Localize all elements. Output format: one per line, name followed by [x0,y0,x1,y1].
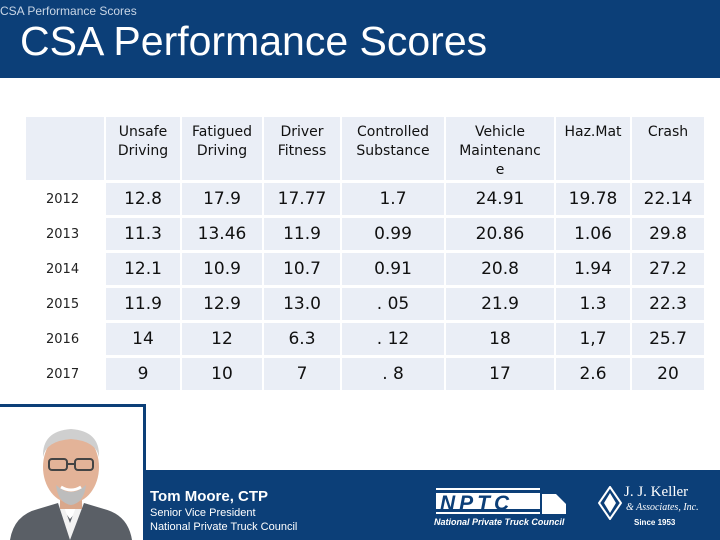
column-header-controlled-substance: Controlled Substance [342,117,444,180]
header-bar: CSA Performance Scores CSA Performance S… [0,0,720,78]
keller-emblem-icon [598,486,622,520]
table-cell: 17 [446,358,554,390]
table-cell: 1,7 [556,323,630,355]
column-header-hazmat: Haz.Mat [556,117,630,180]
nptc-truck-icon [436,488,566,514]
table-cell: 9 [106,358,180,390]
table-cell: 1.7 [342,183,444,215]
nptc-logo-subtitle: National Private Truck Council [434,517,565,527]
footer-bar [146,470,720,540]
row-year: 2014 [26,253,104,285]
keller-logo-since: Since 1953 [634,518,676,527]
table-cell: 10.9 [182,253,262,285]
table-cell: 17.77 [264,183,340,215]
table-cell: 11.3 [106,218,180,250]
table-cell: 2.6 [556,358,630,390]
table-cell: 11.9 [106,288,180,320]
row-year: 2015 [26,288,104,320]
presenter-name: Tom Moore, CTP [150,488,269,505]
table-row: 2017 9 10 7 . 8 17 2.6 20 [26,358,704,390]
table-cell: 13.46 [182,218,262,250]
table-cell: 14 [106,323,180,355]
column-header-unsafe-driving: Unsafe Driving [106,117,180,180]
table-cell: 1.3 [556,288,630,320]
table-header-row: Unsafe Driving Fatigued Driving Driver Fitn… [26,117,704,180]
table-cell: 12.1 [106,253,180,285]
table-cell: 12.9 [182,288,262,320]
table-cell: 27.2 [632,253,704,285]
row-year: 2017 [26,358,104,390]
page-title: CSA Performance Scores [20,18,488,64]
table-cell: 20 [632,358,704,390]
table-cell: . 12 [342,323,444,355]
presenter-organization: National Private Truck Council [150,521,298,533]
table-cell: 0.99 [342,218,444,250]
table-cell: 19.78 [556,183,630,215]
table-cell: 11.9 [264,218,340,250]
table-cell: 12.8 [106,183,180,215]
table-row: 2012 12.8 17.9 17.77 1.7 24.91 19.78 22.… [26,183,704,215]
nptc-logo-text: NPTC [440,492,514,515]
table-cell: 29.8 [632,218,704,250]
table-cell: 20.86 [446,218,554,250]
row-year: 2012 [26,183,104,215]
table-cell: 0.91 [342,253,444,285]
table-cell: 13.0 [264,288,340,320]
table-cell: 10.7 [264,253,340,285]
column-header-vehicle-maintenance: Vehicle Maintenanc e [446,117,554,180]
column-header-crash: Crash [632,117,704,180]
table-row: 2015 11.9 12.9 13.0 . 05 21.9 1.3 22.3 [26,288,704,320]
table-cell: 17.9 [182,183,262,215]
column-header-fatigued-driving: Fatigued Driving [182,117,262,180]
table-cell: 12 [182,323,262,355]
table-cell: 20.8 [446,253,554,285]
table-cell: 22.14 [632,183,704,215]
table-cell: 6.3 [264,323,340,355]
table-cell: 25.7 [632,323,704,355]
table-corner-cell [26,117,104,180]
table-cell: 10 [182,358,262,390]
nptc-logo: NPTC National Private Truck Council [432,482,570,532]
table-cell: 21.9 [446,288,554,320]
table-row: 2014 12.1 10.9 10.7 0.91 20.8 1.94 27.2 [26,253,704,285]
table-cell: 24.91 [446,183,554,215]
keller-logo-name: J. J. Keller [624,484,689,500]
row-year: 2016 [26,323,104,355]
table-row: 2013 11.3 13.46 11.9 0.99 20.86 1.06 29.… [26,218,704,250]
table-cell: . 8 [342,358,444,390]
table-cell: 7 [264,358,340,390]
table-cell: 1.94 [556,253,630,285]
table-cell: 22.3 [632,288,704,320]
jj-keller-logo: J. J. Keller & Associates, Inc. Since 19… [598,484,716,532]
table-cell: 1.06 [556,218,630,250]
presenter-photo [0,404,146,540]
column-header-driver-fitness: Driver Fitness [264,117,340,180]
header-small-title: CSA Performance Scores [0,4,137,18]
row-year: 2013 [26,218,104,250]
presenter-title: Senior Vice President [150,507,256,519]
table-row: 2016 14 12 6.3 . 12 18 1,7 25.7 [26,323,704,355]
keller-logo-subtitle: & Associates, Inc. [626,502,699,513]
scores-table: Unsafe Driving Fatigued Driving Driver Fitn… [24,114,706,393]
table-cell: . 05 [342,288,444,320]
presenter-portrait-illustration [0,407,143,540]
table-cell: 18 [446,323,554,355]
